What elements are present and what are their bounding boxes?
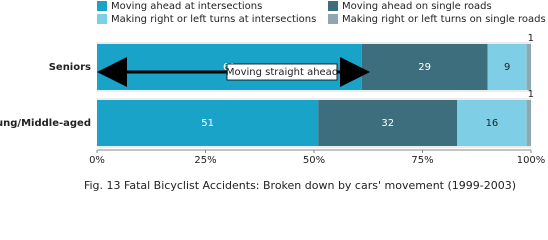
legend-swatch [328, 1, 338, 11]
x-tick-label: 75% [411, 155, 433, 166]
bar-segment [487, 44, 527, 90]
category-label: Seniors [49, 62, 91, 73]
bar-segment [457, 100, 527, 146]
bar-segment [526, 100, 531, 146]
bar-segment [361, 44, 488, 90]
x-tick-label: 50% [303, 155, 325, 166]
chart-title: Fig. 13 Fatal Bicyclist Accidents: Broke… [84, 179, 516, 192]
bar-segment [526, 44, 531, 90]
annotation: Moving straight ahead [226, 67, 338, 78]
bar-segment [97, 100, 319, 146]
legend-label: Moving ahead at intersections [111, 1, 262, 12]
data-label: 29 [418, 62, 431, 73]
data-label: 51 [201, 118, 214, 129]
legend-label: Making right or left turns at intersecti… [111, 14, 316, 25]
legend-swatch [97, 14, 107, 24]
bar-segment [318, 100, 458, 146]
x-tick-label: 25% [194, 155, 216, 166]
data-label: 9 [504, 62, 510, 73]
category-label: Young/Middle-aged [0, 118, 91, 129]
x-tick-label: 0% [89, 155, 105, 166]
annotation-box [226, 63, 338, 81]
x-tick-label: 100% [517, 155, 546, 166]
legend-swatch [97, 1, 107, 11]
legend-swatch [328, 14, 338, 24]
data-label: 1 [528, 33, 534, 44]
data-label: 32 [381, 118, 394, 129]
data-label: 16 [486, 118, 499, 129]
legend-label: Moving ahead on single roads [342, 1, 492, 12]
data-label: 1 [528, 89, 534, 100]
chart: Fig. 13 Fatal Bicyclist Accidents: Broke… [0, 1, 546, 192]
legend-label: Making right or left turns on single roa… [342, 14, 546, 25]
